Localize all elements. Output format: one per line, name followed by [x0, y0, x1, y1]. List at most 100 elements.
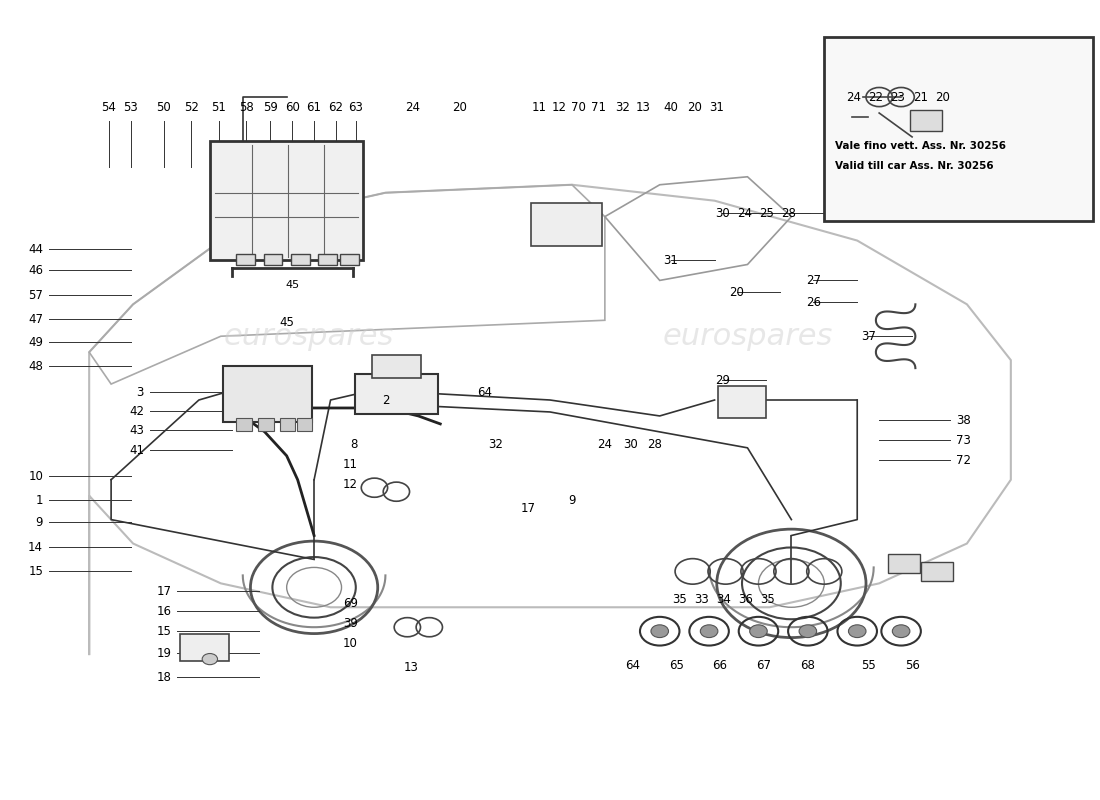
Text: eurospares: eurospares — [223, 322, 394, 350]
Text: 18: 18 — [156, 670, 172, 684]
Text: 1: 1 — [35, 494, 43, 506]
Text: 70: 70 — [571, 102, 586, 114]
Text: 14: 14 — [29, 542, 43, 554]
Text: 63: 63 — [349, 102, 363, 114]
Text: 26: 26 — [806, 296, 821, 309]
Text: 65: 65 — [669, 659, 683, 673]
Text: 15: 15 — [29, 566, 43, 578]
Text: 57: 57 — [29, 289, 43, 302]
Text: 20: 20 — [729, 286, 744, 299]
Text: 58: 58 — [239, 102, 253, 114]
Text: 61: 61 — [307, 102, 321, 114]
Text: 29: 29 — [715, 374, 729, 387]
Text: 67: 67 — [757, 659, 771, 673]
Text: 47: 47 — [29, 314, 43, 326]
FancyBboxPatch shape — [888, 554, 920, 573]
Text: 10: 10 — [29, 470, 43, 482]
Text: 73: 73 — [956, 434, 971, 447]
Text: 24: 24 — [405, 102, 420, 114]
FancyBboxPatch shape — [236, 254, 255, 266]
FancyBboxPatch shape — [236, 418, 252, 431]
Text: Vale fino vett. Ass. Nr. 30256: Vale fino vett. Ass. Nr. 30256 — [835, 141, 1006, 151]
Text: 45: 45 — [285, 280, 299, 290]
Text: 17: 17 — [156, 586, 172, 598]
Text: 64: 64 — [625, 659, 640, 673]
FancyBboxPatch shape — [824, 38, 1093, 221]
Text: 24: 24 — [737, 206, 751, 220]
Text: 27: 27 — [806, 274, 821, 287]
Text: 64: 64 — [476, 386, 492, 399]
Text: 72: 72 — [956, 454, 971, 466]
Text: 52: 52 — [184, 102, 199, 114]
Text: 32: 32 — [615, 102, 630, 114]
Text: 31: 31 — [663, 254, 678, 267]
Text: 36: 36 — [738, 594, 752, 606]
FancyBboxPatch shape — [372, 354, 420, 378]
Text: 25: 25 — [759, 206, 773, 220]
Circle shape — [701, 625, 718, 638]
FancyBboxPatch shape — [223, 366, 312, 422]
Text: 39: 39 — [343, 618, 358, 630]
FancyBboxPatch shape — [921, 562, 953, 581]
Text: 11: 11 — [343, 458, 358, 470]
Text: 32: 32 — [487, 438, 503, 451]
Text: 56: 56 — [904, 659, 920, 673]
Text: 51: 51 — [211, 102, 227, 114]
Text: 20: 20 — [935, 91, 950, 104]
Text: 23: 23 — [890, 91, 905, 104]
Text: 19: 19 — [156, 646, 172, 660]
Text: 13: 13 — [636, 102, 651, 114]
FancyBboxPatch shape — [180, 634, 229, 661]
Text: Valid till car Ass. Nr. 30256: Valid till car Ass. Nr. 30256 — [835, 161, 994, 171]
Text: 20: 20 — [452, 102, 468, 114]
Text: 34: 34 — [716, 594, 730, 606]
Text: 2: 2 — [382, 394, 389, 407]
Text: 16: 16 — [156, 606, 172, 618]
Text: 41: 41 — [129, 444, 144, 458]
FancyBboxPatch shape — [297, 418, 312, 431]
Text: 35: 35 — [672, 594, 686, 606]
Text: 30: 30 — [623, 438, 638, 451]
Text: 42: 42 — [129, 405, 144, 418]
Text: 8: 8 — [351, 438, 358, 451]
Text: 69: 69 — [343, 598, 358, 610]
Text: 49: 49 — [29, 336, 43, 349]
Text: 12: 12 — [343, 478, 358, 490]
Text: 28: 28 — [647, 438, 662, 451]
FancyBboxPatch shape — [718, 386, 767, 418]
Text: 28: 28 — [781, 206, 795, 220]
FancyBboxPatch shape — [319, 254, 337, 266]
FancyBboxPatch shape — [292, 254, 310, 266]
Text: 9: 9 — [569, 494, 575, 506]
FancyBboxPatch shape — [910, 110, 942, 130]
FancyBboxPatch shape — [264, 254, 283, 266]
FancyBboxPatch shape — [258, 418, 274, 431]
Text: 17: 17 — [520, 502, 536, 514]
Text: 13: 13 — [404, 661, 418, 674]
Text: 54: 54 — [101, 102, 117, 114]
Text: 21: 21 — [913, 91, 928, 104]
Text: 43: 43 — [129, 424, 144, 438]
Text: 38: 38 — [956, 414, 970, 427]
Text: 68: 68 — [801, 659, 815, 673]
Text: 33: 33 — [694, 594, 708, 606]
Text: 12: 12 — [551, 102, 566, 114]
Text: 44: 44 — [29, 242, 43, 255]
Text: 53: 53 — [123, 102, 139, 114]
Text: 48: 48 — [29, 360, 43, 373]
FancyBboxPatch shape — [340, 254, 359, 266]
Text: 35: 35 — [760, 594, 774, 606]
FancyBboxPatch shape — [354, 374, 438, 414]
Circle shape — [202, 654, 218, 665]
Text: 10: 10 — [343, 637, 358, 650]
Text: 60: 60 — [285, 102, 299, 114]
FancyBboxPatch shape — [280, 418, 296, 431]
Text: 59: 59 — [263, 102, 277, 114]
Text: 11: 11 — [531, 102, 547, 114]
Text: 3: 3 — [136, 386, 144, 399]
Text: 71: 71 — [591, 102, 606, 114]
Text: 37: 37 — [861, 330, 876, 343]
Circle shape — [750, 625, 768, 638]
Text: 30: 30 — [715, 206, 729, 220]
Text: 40: 40 — [663, 102, 678, 114]
